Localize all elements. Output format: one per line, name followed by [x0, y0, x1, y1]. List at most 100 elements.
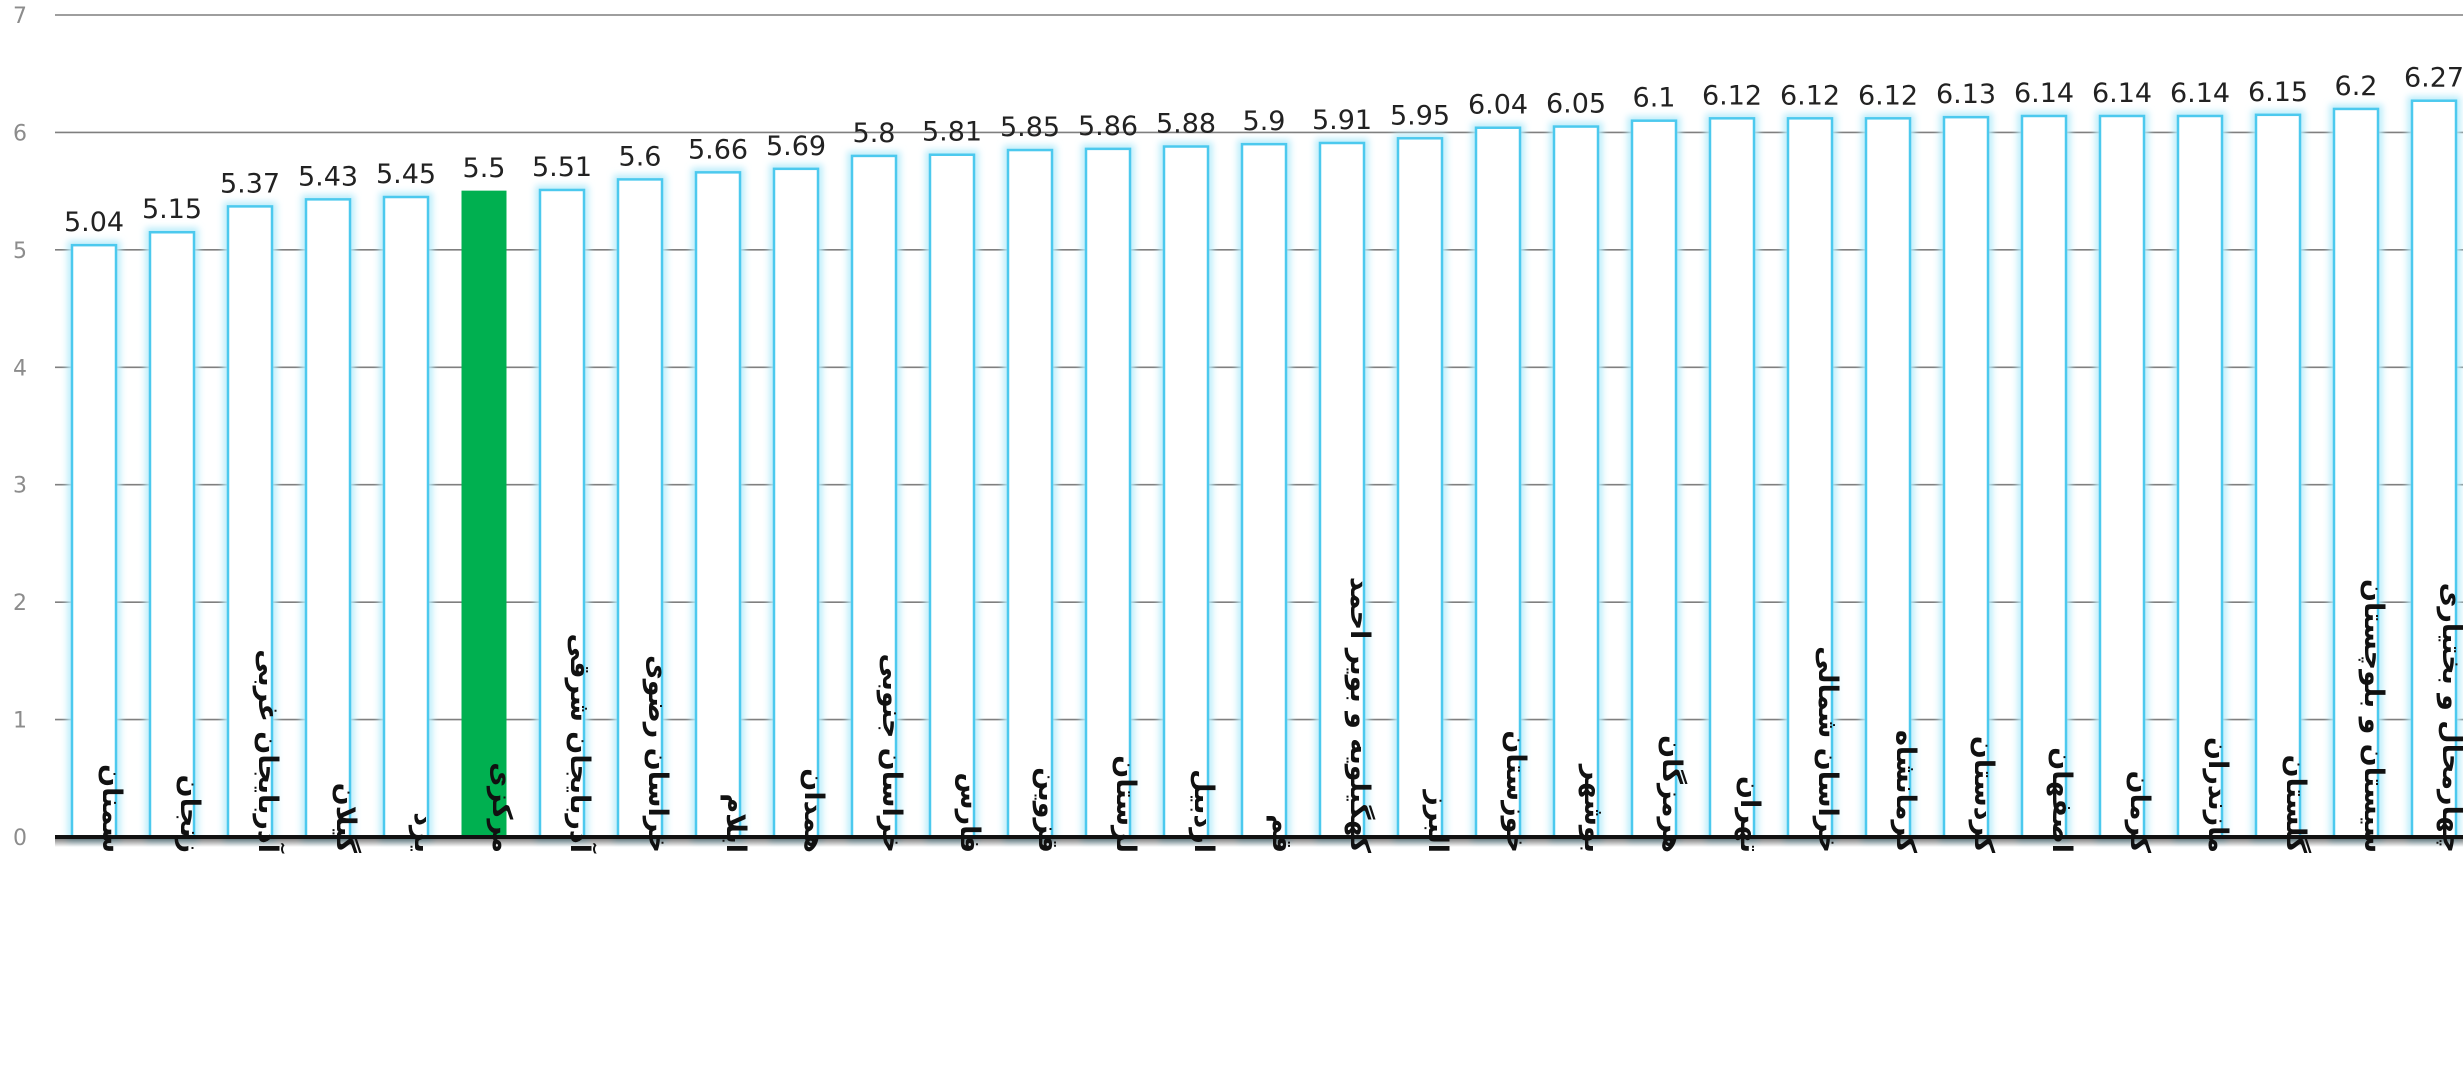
- bar: [694, 171, 742, 839]
- y-tick-label: 4: [13, 356, 27, 381]
- bar: [1240, 142, 1288, 839]
- bar-group: [1939, 112, 1993, 842]
- x-axis: [55, 835, 2463, 847]
- bar-group: [2329, 104, 2383, 842]
- data-label: 5.66: [688, 134, 748, 165]
- bar: [2176, 114, 2224, 839]
- category-label: آذربایجان غربی: [252, 649, 285, 854]
- data-label: 5.15: [142, 194, 202, 225]
- data-label: 6.12: [1702, 80, 1762, 111]
- bar: [1396, 137, 1444, 839]
- category-label: تهران: [1734, 776, 1765, 853]
- bar-group: [67, 240, 121, 842]
- y-tick-label: 2: [13, 591, 27, 616]
- category-label: مرکزی: [486, 762, 517, 853]
- category-label: لرستان: [1110, 755, 1141, 853]
- bar: [226, 205, 274, 839]
- data-label: 6.1: [1633, 83, 1676, 114]
- bar-group: [2251, 110, 2305, 842]
- bar-group: [769, 164, 823, 842]
- bar-group: [925, 150, 979, 842]
- data-label: 5.43: [298, 161, 358, 192]
- category-label: آذربایجان شرقی: [564, 634, 597, 854]
- bar: [1942, 115, 1990, 839]
- bar: [2332, 107, 2380, 839]
- bar-group: [1081, 144, 1135, 842]
- category-label: اصفهان: [2046, 747, 2077, 853]
- category-label: اردبیل: [1188, 769, 1219, 853]
- bar-group: [223, 201, 277, 842]
- axis-shadow: [55, 838, 2463, 847]
- data-label: 5.81: [922, 117, 982, 148]
- y-tick-label: 1: [13, 709, 27, 734]
- data-label: 6.13: [1936, 79, 1996, 110]
- bar-group: [1471, 123, 1525, 842]
- category-label: گیلان: [330, 783, 362, 854]
- bar: [850, 154, 898, 839]
- category-label: یزد: [408, 812, 439, 853]
- data-label: 5.9: [1243, 106, 1286, 137]
- category-label: البرز: [1422, 788, 1453, 853]
- data-label: 5.69: [766, 131, 826, 162]
- x-axis-category-labels: سمنان زنجان آذربایجان غربی گیلان یزد مرکزی آذر…: [96, 577, 2463, 854]
- category-label: زنجان: [174, 775, 205, 853]
- data-label: 6.12: [1780, 80, 1840, 111]
- bar: [148, 230, 196, 839]
- y-axis-tick-labels: 0 1 2 3 4 5 6 7: [13, 4, 27, 851]
- data-label: 5.86: [1078, 111, 1138, 142]
- data-label: 6.14: [2170, 78, 2230, 109]
- category-label: گلستان: [2280, 755, 2312, 854]
- y-tick-label: 6: [13, 121, 27, 146]
- bar-group: [1627, 116, 1681, 842]
- y-tick-label: 7: [13, 4, 27, 29]
- bar-group: [1393, 133, 1447, 842]
- bar-group: [1315, 138, 1369, 842]
- data-label: 5.5: [463, 153, 506, 184]
- bars: [67, 96, 2461, 842]
- bar: [2020, 114, 2068, 839]
- bar-group: [1549, 122, 1603, 842]
- category-label: خوزستان: [1500, 730, 1531, 853]
- data-label: 6.15: [2248, 77, 2308, 108]
- bar-group: [2095, 111, 2149, 842]
- bar: [1630, 119, 1678, 839]
- data-label: 6.05: [1546, 89, 1606, 120]
- bar: [2410, 99, 2458, 839]
- category-label: کردستان: [1968, 736, 1999, 853]
- data-label: 5.37: [220, 168, 280, 199]
- category-label: کرمانشاه: [1890, 730, 1921, 853]
- bar: [1708, 117, 1756, 839]
- bar-group: [145, 227, 199, 842]
- category-label: بوشهر: [1578, 763, 1609, 853]
- category-label: خراسان رضوی: [642, 655, 673, 853]
- data-label: 6.04: [1468, 90, 1528, 121]
- data-label: 6.14: [2014, 78, 2074, 109]
- bar-group: [691, 167, 745, 842]
- category-label: کرمان: [2124, 771, 2155, 854]
- bar-highlighted: [461, 190, 507, 838]
- data-label: 5.8: [853, 118, 896, 149]
- category-label: قزوین: [1032, 767, 1063, 853]
- bar-group: [1705, 113, 1759, 842]
- bar: [928, 153, 976, 839]
- bar: [1162, 145, 1210, 839]
- category-label: هرمزگان: [1656, 735, 1688, 853]
- y-tick-label: 5: [13, 239, 27, 264]
- bar: [70, 243, 118, 839]
- bar: [1006, 148, 1054, 839]
- category-label: چهارمحال و بختیاری: [2436, 583, 2463, 853]
- bar: [772, 167, 820, 839]
- data-label: 5.45: [376, 159, 436, 190]
- bar: [2254, 113, 2302, 839]
- category-label: ایلام: [720, 793, 751, 853]
- bar: [616, 178, 664, 839]
- category-label: سیستان و بلوچستان: [2358, 579, 2389, 853]
- bar-group: [535, 185, 589, 842]
- bar-group: [1783, 113, 1837, 842]
- category-label: کهگیلویه و بویر احمد: [1344, 577, 1376, 853]
- bar: [1474, 126, 1522, 839]
- data-label: 6.27: [2404, 63, 2463, 94]
- data-label: 5.04: [64, 207, 124, 238]
- data-label: 5.6: [619, 141, 662, 172]
- data-label: 5.85: [1000, 112, 1060, 143]
